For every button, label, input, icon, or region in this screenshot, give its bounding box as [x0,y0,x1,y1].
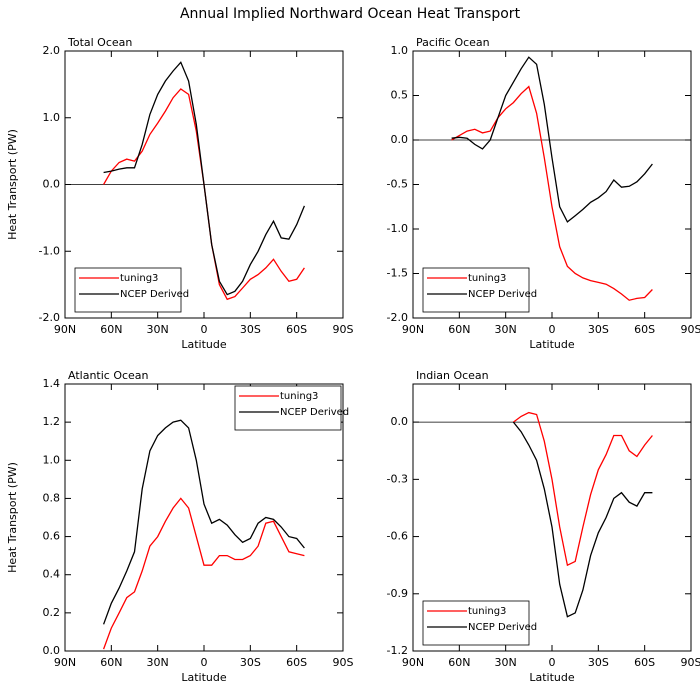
x-tick-label: 60S [634,656,655,669]
y-tick-label: 1.0 [43,453,61,466]
panel-title: Atlantic Ocean [68,369,149,382]
x-tick-label: 60S [634,323,655,336]
y-tick-label: -0.6 [387,530,408,543]
x-tick-label: 60N [448,323,470,336]
x-tick-label: 30S [588,656,609,669]
x-tick-label: 30N [147,656,169,669]
legend-box [234,385,342,431]
x-tick-label: 90N [402,656,424,669]
figure-title: Annual Implied Northward Ocean Heat Tran… [180,6,521,22]
x-tick-label: 60S [286,656,307,669]
y-tick-label: 0.0 [43,644,61,657]
x-tick-label: 30S [240,323,261,336]
legend-box [422,267,530,313]
y-tick-label: -1.2 [387,644,408,657]
series-line [513,411,653,567]
y-tick-label: -2.0 [39,311,60,324]
y-tick-label: 1.2 [43,415,61,428]
legend-box [422,600,530,646]
legend-label: tuning3 [468,606,506,617]
legend-box [74,267,182,313]
x-tick-label: 30N [495,323,517,336]
legend-label: tuning3 [468,273,506,284]
x-tick-label: 30S [240,656,261,669]
y-axis-label: Heat Transport (PW) [6,129,19,240]
legend-label: NCEP Derived [120,289,189,300]
y-tick-label: 1.4 [43,377,61,390]
legend-label: tuning3 [120,273,158,284]
series-line [102,419,305,625]
y-tick-label: 0.5 [391,89,409,102]
y-tick-label: 0.0 [391,415,409,428]
y-tick-label: 1.0 [43,111,61,124]
x-tick-label: 0 [201,656,208,669]
legend-label: NCEP Derived [468,622,537,633]
x-tick-label: 0 [549,656,556,669]
y-tick-label: 0.0 [391,133,409,146]
series-line [451,56,653,223]
y-tick-label: -0.9 [387,587,408,600]
x-tick-label: 30N [495,656,517,669]
panel-title: Pacific Ocean [416,36,490,49]
x-tick-label: 90S [681,323,700,336]
x-tick-label: 0 [549,323,556,336]
x-tick-label: 30S [588,323,609,336]
y-tick-label: 0.4 [43,568,61,581]
y-tick-label: 0.6 [43,530,61,543]
y-tick-label: -1.0 [39,244,60,257]
y-tick-label: -0.3 [387,472,408,485]
series-line [103,61,306,296]
x-tick-label: 90N [402,323,424,336]
y-tick-label: -2.0 [387,311,408,324]
y-tick-label: 2.0 [43,44,61,57]
x-tick-label: 90N [54,656,76,669]
y-tick-label: -1.0 [387,222,408,235]
x-tick-label: 90S [681,656,700,669]
x-tick-label: 90S [333,656,354,669]
x-axis-label: Latitude [529,338,575,351]
x-tick-label: 90N [54,323,76,336]
series-line [451,85,653,301]
legend-label: tuning3 [280,391,318,402]
panel-title: Total Ocean [67,36,132,49]
x-tick-label: 30N [147,323,169,336]
series-line [512,421,653,618]
series-line [102,497,305,650]
y-tick-label: 0.8 [43,491,61,504]
legend-label: NCEP Derived [468,289,537,300]
y-tick-label: -1.5 [387,267,408,280]
y-axis-label: Heat Transport (PW) [6,462,19,573]
x-tick-label: 60S [286,323,307,336]
x-tick-label: 60N [100,656,122,669]
panel-title: Indian Ocean [416,369,489,382]
y-tick-label: 0.2 [43,606,61,619]
x-tick-label: 0 [201,323,208,336]
x-axis-label: Latitude [181,338,227,351]
x-tick-label: 60N [448,656,470,669]
x-axis-label: Latitude [181,671,227,684]
x-axis-label: Latitude [529,671,575,684]
x-tick-label: 60N [100,323,122,336]
y-tick-label: 0.0 [43,178,61,191]
y-tick-label: 1.0 [391,44,409,57]
legend-label: NCEP Derived [280,407,349,418]
x-tick-label: 90S [333,323,354,336]
y-tick-label: -0.5 [387,178,408,191]
